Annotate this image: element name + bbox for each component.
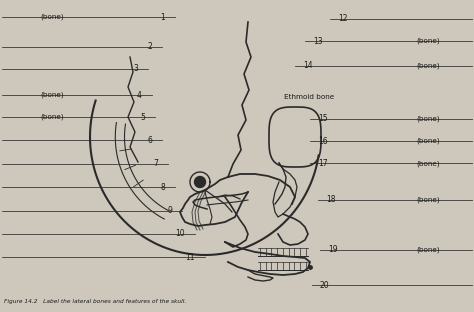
Text: 11: 11 xyxy=(185,253,195,262)
Text: (bone): (bone) xyxy=(416,115,440,122)
Text: 14: 14 xyxy=(303,61,313,70)
Text: 2: 2 xyxy=(147,42,152,51)
Text: 16: 16 xyxy=(318,137,328,145)
Text: (bone): (bone) xyxy=(416,62,440,69)
Text: 18: 18 xyxy=(326,195,336,204)
Text: (bone): (bone) xyxy=(416,246,440,253)
Text: (bone): (bone) xyxy=(40,92,64,98)
Text: (bone): (bone) xyxy=(40,114,64,120)
Text: 6: 6 xyxy=(147,136,152,145)
Text: (bone): (bone) xyxy=(40,14,64,20)
Text: 5: 5 xyxy=(140,113,145,121)
Circle shape xyxy=(194,177,206,188)
Text: (bone): (bone) xyxy=(416,197,440,203)
Text: 15: 15 xyxy=(318,114,328,123)
Text: 3: 3 xyxy=(133,64,138,73)
Text: 12: 12 xyxy=(338,14,347,23)
Text: Figure 14.2   Label the lateral bones and features of the skull.: Figure 14.2 Label the lateral bones and … xyxy=(4,299,186,304)
Text: 13: 13 xyxy=(313,37,323,46)
Text: (bone): (bone) xyxy=(416,160,440,167)
Text: 9: 9 xyxy=(167,206,172,215)
Text: (bone): (bone) xyxy=(416,138,440,144)
Text: 8: 8 xyxy=(160,183,165,192)
Text: 17: 17 xyxy=(318,159,328,168)
Text: 7: 7 xyxy=(153,159,158,168)
Text: Ethmoid bone: Ethmoid bone xyxy=(284,94,335,100)
Text: (bone): (bone) xyxy=(416,38,440,44)
Text: 1: 1 xyxy=(160,13,165,22)
Text: 19: 19 xyxy=(328,245,337,254)
Text: 4: 4 xyxy=(137,91,142,100)
Text: 20: 20 xyxy=(320,281,329,290)
Text: 10: 10 xyxy=(175,230,185,238)
